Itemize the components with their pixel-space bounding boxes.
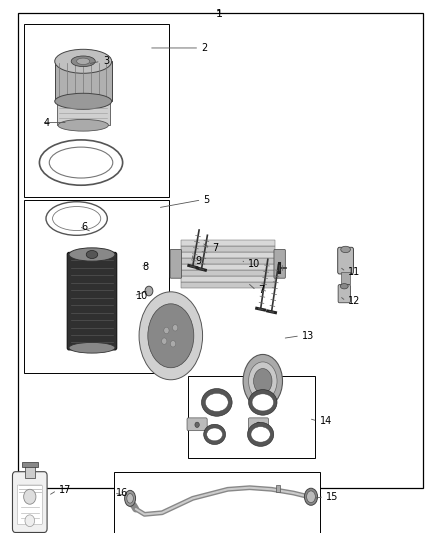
FancyBboxPatch shape	[55, 61, 112, 101]
FancyBboxPatch shape	[248, 418, 268, 431]
Text: 4: 4	[44, 118, 50, 127]
Ellipse shape	[249, 390, 277, 415]
Text: 15: 15	[326, 492, 339, 502]
Text: 10: 10	[247, 259, 260, 269]
Ellipse shape	[173, 325, 178, 331]
Ellipse shape	[124, 490, 135, 506]
Ellipse shape	[256, 422, 261, 427]
Ellipse shape	[247, 422, 274, 446]
Text: 17: 17	[59, 486, 71, 495]
Bar	[22, 462, 38, 467]
Ellipse shape	[164, 327, 169, 334]
Text: 11: 11	[348, 267, 360, 277]
Text: 14: 14	[320, 416, 332, 426]
Ellipse shape	[77, 58, 90, 64]
Ellipse shape	[201, 389, 232, 416]
FancyBboxPatch shape	[274, 249, 286, 278]
Bar	[25, 466, 35, 478]
Bar	[180, 246, 275, 252]
Ellipse shape	[162, 338, 167, 344]
Ellipse shape	[58, 119, 109, 131]
Polygon shape	[162, 421, 201, 461]
FancyBboxPatch shape	[338, 285, 350, 303]
Text: 13: 13	[302, 331, 314, 341]
Ellipse shape	[254, 369, 272, 393]
Ellipse shape	[86, 251, 98, 259]
Polygon shape	[276, 485, 280, 492]
Ellipse shape	[195, 422, 199, 427]
FancyBboxPatch shape	[13, 472, 47, 532]
Bar	[18, 13, 423, 488]
Ellipse shape	[170, 341, 176, 347]
Bar	[180, 253, 275, 258]
Ellipse shape	[69, 248, 115, 261]
Text: 1: 1	[215, 10, 223, 20]
Text: 7: 7	[258, 286, 265, 295]
Ellipse shape	[307, 491, 315, 503]
Ellipse shape	[341, 246, 350, 253]
Polygon shape	[149, 365, 285, 421]
Bar	[180, 270, 275, 276]
Ellipse shape	[145, 286, 153, 296]
Ellipse shape	[24, 489, 36, 504]
Ellipse shape	[53, 207, 101, 231]
Text: 2: 2	[201, 43, 208, 53]
Text: 7: 7	[212, 243, 219, 253]
FancyBboxPatch shape	[170, 249, 182, 278]
Bar	[114, 472, 320, 533]
Ellipse shape	[205, 393, 228, 411]
Ellipse shape	[252, 394, 273, 411]
Text: 6: 6	[81, 222, 87, 231]
Ellipse shape	[243, 354, 283, 408]
Text: 5: 5	[204, 195, 210, 205]
Bar	[180, 259, 275, 264]
Ellipse shape	[304, 488, 318, 505]
Ellipse shape	[129, 278, 212, 393]
Text: 16: 16	[116, 488, 128, 498]
Ellipse shape	[55, 93, 112, 109]
Text: 10: 10	[136, 291, 148, 301]
Bar	[180, 240, 275, 246]
FancyBboxPatch shape	[187, 418, 207, 431]
Ellipse shape	[148, 304, 194, 368]
FancyBboxPatch shape	[18, 485, 42, 524]
Ellipse shape	[69, 342, 115, 353]
Bar	[24, 24, 169, 197]
Bar	[24, 200, 169, 373]
Text: 12: 12	[348, 296, 360, 306]
Ellipse shape	[71, 56, 95, 67]
FancyBboxPatch shape	[338, 247, 353, 274]
Ellipse shape	[49, 147, 113, 178]
Ellipse shape	[251, 426, 270, 442]
Bar	[180, 276, 275, 282]
Bar	[341, 272, 350, 284]
Bar	[180, 282, 275, 288]
Text: 9: 9	[195, 256, 201, 266]
Bar	[188, 376, 315, 458]
Ellipse shape	[204, 424, 226, 445]
Ellipse shape	[25, 515, 35, 527]
Text: 1: 1	[215, 9, 223, 19]
Ellipse shape	[55, 50, 112, 74]
Ellipse shape	[127, 494, 133, 503]
FancyBboxPatch shape	[57, 100, 110, 125]
Text: 8: 8	[142, 262, 148, 271]
Bar	[180, 264, 275, 270]
Text: 3: 3	[103, 56, 109, 66]
FancyBboxPatch shape	[67, 253, 117, 350]
Ellipse shape	[249, 362, 277, 400]
Ellipse shape	[340, 284, 348, 289]
Ellipse shape	[139, 292, 202, 379]
Ellipse shape	[207, 428, 223, 441]
